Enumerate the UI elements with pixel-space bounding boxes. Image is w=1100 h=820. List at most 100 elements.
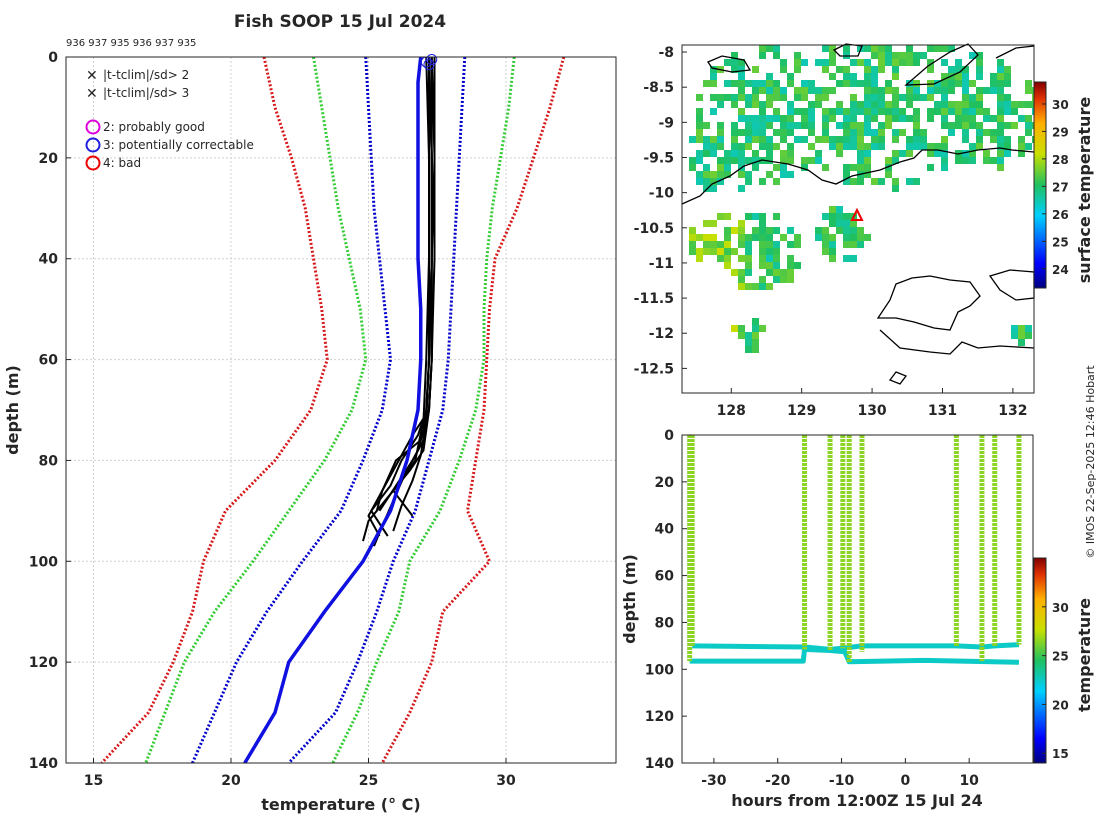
dt-y-tick-label: 140 <box>645 756 674 772</box>
sst-cell <box>766 136 773 143</box>
sst-cell <box>962 129 969 136</box>
sst-cell <box>759 325 766 332</box>
profile-legend: ✕ |t-tclim|/sd> 2 ✕ |t-tclim|/sd> 3 2: p… <box>85 68 254 171</box>
sst-cell <box>906 101 913 108</box>
sst-cell <box>745 129 752 136</box>
dt-y-tick-label: 80 <box>655 615 675 631</box>
sst-cell <box>997 101 1004 108</box>
sst-cell <box>696 150 703 157</box>
sst-cell <box>969 108 976 115</box>
sst-map-panel: 128 129 130 131 132 -8-8.5-9-9.5-10-10.5-11-… <box>634 43 1094 419</box>
sst-cell <box>843 122 850 129</box>
sst-cell <box>941 101 948 108</box>
sst-cell <box>780 115 787 122</box>
sst-cell <box>745 101 752 108</box>
sst-cell <box>710 136 717 143</box>
sst-cell <box>892 101 899 108</box>
sst-cell <box>829 234 836 241</box>
sst-cell <box>794 136 801 143</box>
cast-profile-line <box>367 56 433 537</box>
map-y-tick-label: -10.5 <box>634 221 674 237</box>
profile-axes-box <box>65 56 617 764</box>
sst-cell <box>906 150 913 157</box>
sst-cell <box>969 94 976 101</box>
sst-cell <box>976 136 983 143</box>
sst-cell <box>787 115 794 122</box>
sst-cell <box>773 164 780 171</box>
sst-cell <box>962 115 969 122</box>
legend-x-green-icon: ✕ <box>86 68 98 84</box>
sst-cell <box>752 101 759 108</box>
sst-cell <box>773 262 780 269</box>
chart-title: Fish SOOP 15 Jul 2024 <box>234 12 446 32</box>
sst-cell <box>864 115 871 122</box>
sst-cell <box>969 122 976 129</box>
sst-cell <box>850 241 857 248</box>
sst-cell <box>941 157 948 164</box>
sst-cell <box>906 59 913 66</box>
sst-cell <box>794 262 801 269</box>
sst-cell <box>773 143 780 150</box>
sst-cell <box>717 143 724 150</box>
sst-cell <box>871 52 878 59</box>
sst-cell <box>864 59 871 66</box>
sst-cell <box>717 171 724 178</box>
sst-cell <box>703 241 710 248</box>
sst-cell <box>766 234 773 241</box>
profile-x-tick-label: 20 <box>221 773 241 789</box>
sst-cell <box>990 73 997 80</box>
sst-cell <box>857 157 864 164</box>
sst-cell <box>794 122 801 129</box>
sst-cell <box>885 59 892 66</box>
profile-y-tick-label: 80 <box>39 453 59 469</box>
sst-cell <box>878 66 885 73</box>
sst-cell <box>976 59 983 66</box>
sst-cell <box>822 108 829 115</box>
sst-cell <box>899 94 906 101</box>
sst-cell <box>724 227 731 234</box>
dt-colorbar-tick-label: 25 <box>1052 650 1069 664</box>
sst-cell <box>822 66 829 73</box>
sst-cell <box>878 178 885 185</box>
sst-cell <box>934 101 941 108</box>
sst-cell <box>857 241 864 248</box>
sst-cell <box>836 220 843 227</box>
sst-cell <box>766 262 773 269</box>
sst-cell <box>962 136 969 143</box>
sst-cell <box>710 178 717 185</box>
sst-cell <box>913 80 920 87</box>
sst-cell <box>885 87 892 94</box>
sst-cell <box>794 87 801 94</box>
sst-cell <box>1004 136 1011 143</box>
sst-cell <box>731 94 738 101</box>
sst-cell <box>822 248 829 255</box>
sst-cell <box>906 94 913 101</box>
sst-cell <box>717 178 724 185</box>
sst-cell <box>836 213 843 220</box>
sst-cell <box>990 129 997 136</box>
sst-cell <box>1004 143 1011 150</box>
sst-cell <box>885 157 892 164</box>
sst-cell <box>871 136 878 143</box>
sst-cell <box>927 94 934 101</box>
sst-cell <box>808 122 815 129</box>
sst-cell <box>724 150 731 157</box>
sst-cell <box>808 129 815 136</box>
sst-cell <box>962 94 969 101</box>
sst-cell <box>864 73 871 80</box>
sst-cell <box>1025 122 1032 129</box>
depth-time-panel: -30 -20 -10 0 10 0 20 40 60 80 100 120 140 hours fr… <box>620 428 1094 810</box>
sst-cell <box>941 80 948 87</box>
sst-cell <box>773 269 780 276</box>
sst-cell <box>759 45 766 52</box>
sst-cell <box>962 101 969 108</box>
sst-cell <box>745 136 752 143</box>
sst-cell <box>780 150 787 157</box>
sst-cell <box>780 157 787 164</box>
sst-cell <box>696 171 703 178</box>
sst-cell <box>850 255 857 262</box>
sst-cell <box>801 80 808 87</box>
sst-cell <box>815 94 822 101</box>
sst-cell <box>899 52 906 59</box>
profile-panel: 15 20 25 30 0 20 40 60 80 100 120 140 temperature … <box>3 50 617 814</box>
